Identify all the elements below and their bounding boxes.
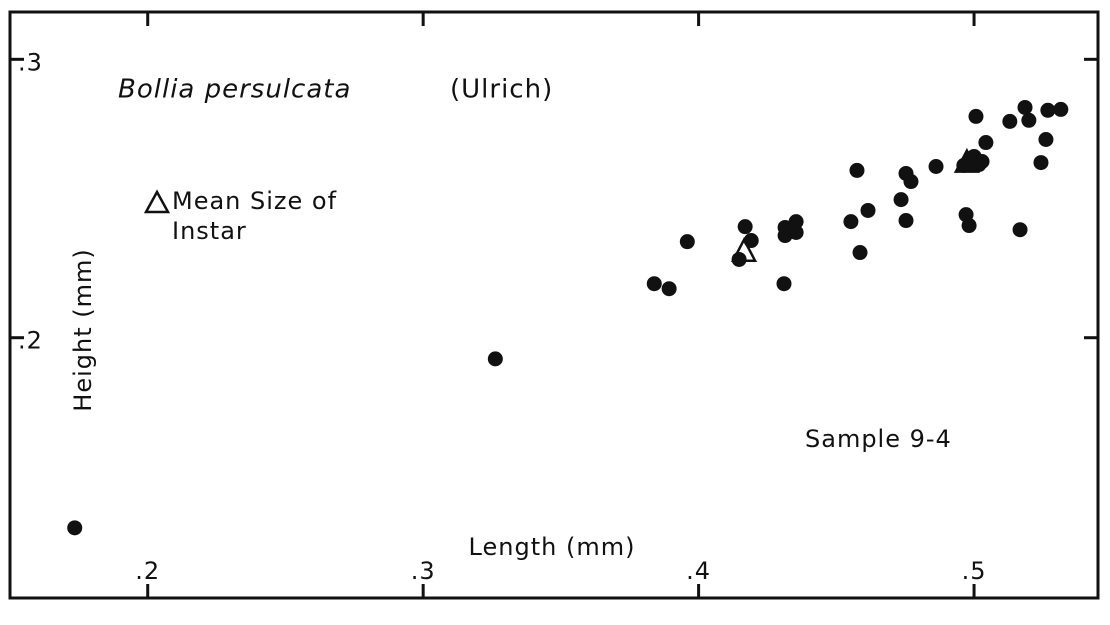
point bbox=[67, 520, 83, 536]
x-tick-label: .3 bbox=[411, 557, 436, 585]
point bbox=[1021, 112, 1037, 128]
point bbox=[661, 281, 677, 297]
point bbox=[679, 234, 695, 250]
point bbox=[1040, 102, 1056, 118]
chart-author: (Ulrich) bbox=[450, 75, 553, 105]
point bbox=[788, 214, 804, 230]
point bbox=[978, 135, 994, 151]
annotation: Sample 9-4 bbox=[805, 425, 952, 453]
y-tick-label: .2 bbox=[18, 327, 43, 355]
mean-marker bbox=[953, 147, 980, 173]
legend-label-box: Mean Size of Instar bbox=[172, 187, 338, 245]
legend-label: Mean Size of Instar bbox=[172, 187, 338, 245]
x-tick-label: .4 bbox=[686, 557, 711, 585]
point bbox=[903, 174, 919, 190]
point bbox=[1038, 132, 1054, 148]
x-tick-label: .5 bbox=[962, 557, 987, 585]
point bbox=[737, 219, 753, 235]
legend: Mean Size of Instar bbox=[143, 187, 338, 245]
point bbox=[646, 276, 662, 292]
point bbox=[1033, 155, 1049, 171]
legend-marker bbox=[143, 189, 171, 214]
y-axis-label: Height (mm) bbox=[69, 248, 97, 411]
point bbox=[961, 218, 977, 234]
point bbox=[487, 351, 503, 367]
mean-marker bbox=[730, 236, 758, 262]
point bbox=[928, 159, 944, 175]
point bbox=[788, 224, 804, 240]
x-axis-label: Length (mm) bbox=[469, 533, 636, 561]
point bbox=[898, 213, 914, 229]
chart-title: Bollia persulcata bbox=[118, 75, 351, 105]
point bbox=[1012, 222, 1028, 238]
point bbox=[849, 162, 865, 178]
point bbox=[860, 202, 876, 218]
y-tick-label: .3 bbox=[18, 48, 43, 76]
point bbox=[893, 192, 909, 208]
point bbox=[843, 214, 859, 230]
plot-frame bbox=[8, 10, 1100, 600]
x-tick-label: .2 bbox=[135, 557, 160, 585]
point bbox=[1017, 99, 1033, 115]
point bbox=[1053, 101, 1069, 117]
point bbox=[1002, 113, 1018, 129]
point bbox=[852, 245, 868, 261]
point bbox=[968, 108, 984, 124]
point bbox=[776, 276, 792, 292]
